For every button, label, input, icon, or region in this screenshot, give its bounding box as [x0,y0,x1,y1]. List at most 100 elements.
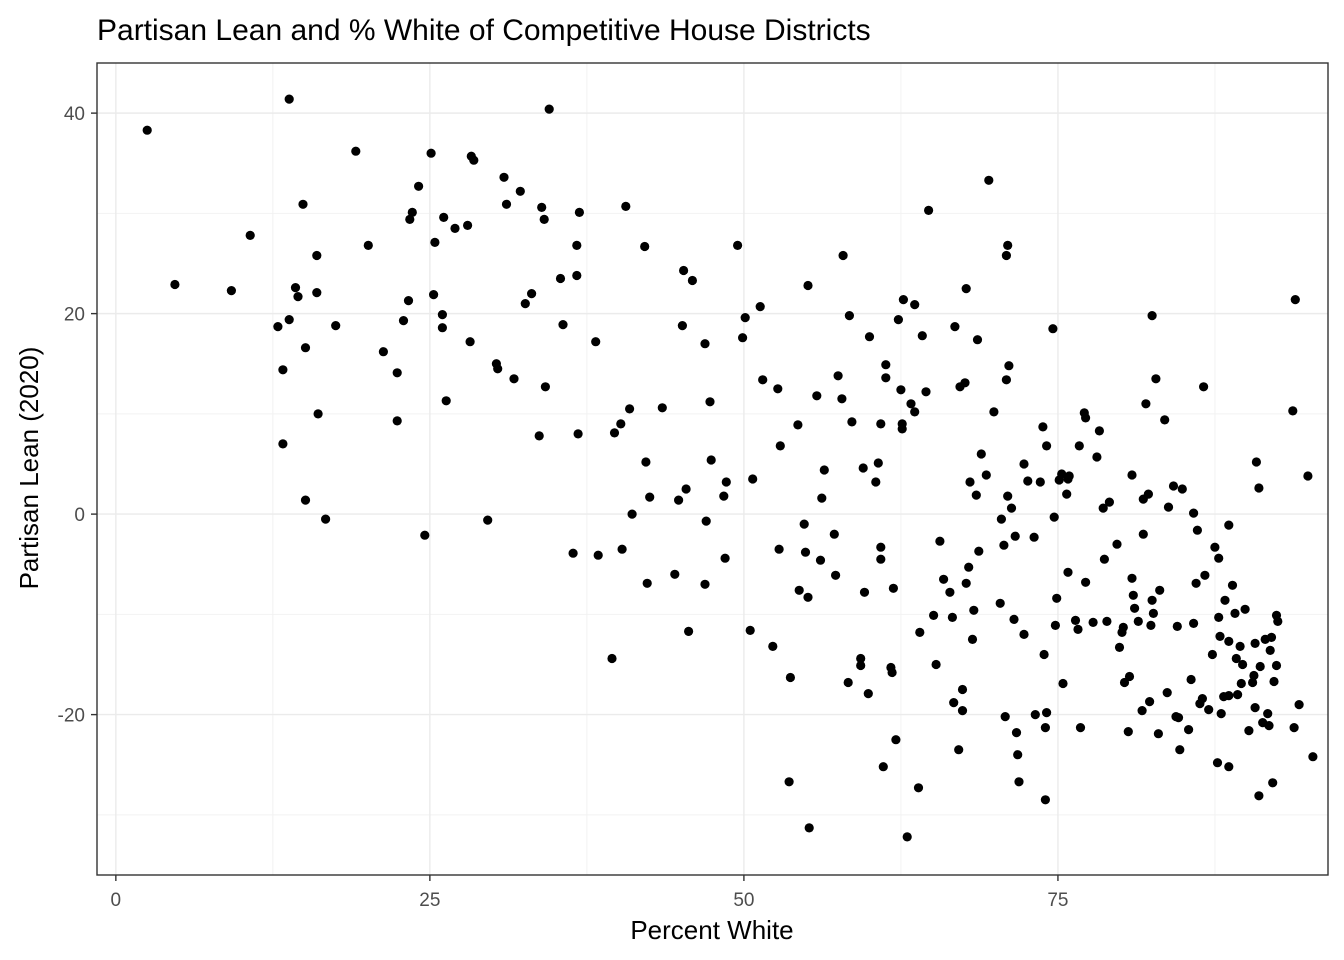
data-point [775,441,785,451]
data-point [539,214,549,224]
data-point [1042,441,1052,451]
data-point [1236,678,1246,689]
data-point [1019,629,1029,640]
data-point [1023,476,1033,486]
data-point [1088,617,1098,628]
data-point [1138,529,1148,539]
data-point [700,579,710,589]
data-point [1035,477,1045,487]
data-point [1147,311,1157,321]
data-point [1038,422,1048,432]
data-point [278,439,288,449]
data-point [921,387,931,397]
data-point [794,585,804,595]
data-point [1216,709,1226,719]
data-point [721,477,731,487]
data-point [803,592,813,602]
data-point [483,515,493,525]
data-point [910,407,920,417]
chart-title: Partisan Lean and % White of Competitive… [97,14,871,47]
data-point [640,241,650,252]
data-point [1244,726,1254,736]
data-point [363,240,373,250]
data-point [430,237,440,247]
data-point [657,403,667,413]
data-point [1184,725,1194,735]
data-point [847,417,857,427]
data-point [748,474,758,484]
data-point [755,302,765,312]
data-point [1146,620,1156,631]
data-point [284,315,294,325]
data-point [774,544,784,554]
data-point [995,598,1005,608]
data-point [687,275,698,286]
data-point [641,457,651,467]
data-point [924,205,934,215]
data-point [426,148,436,158]
data-point [245,230,255,240]
data-point [670,569,680,579]
data-point [888,583,899,593]
data-point [1265,645,1275,656]
data-point [972,335,983,345]
data-point [1266,632,1277,643]
data-point [1212,758,1223,768]
data-point [621,201,631,211]
data-point [945,587,955,597]
data-point [1251,457,1261,467]
data-point [705,397,715,407]
data-point [392,368,402,378]
data-point [881,373,891,383]
data-point [1269,676,1279,687]
data-point [609,428,620,438]
data-point [773,384,783,394]
data-point [1289,723,1299,733]
data-point [1155,585,1165,595]
data-point [313,409,323,419]
data-point [949,698,959,708]
data-point [1081,413,1091,423]
data-point [1057,469,1067,479]
data-point [555,273,566,284]
data-point [838,250,848,261]
data-point [785,672,796,683]
data-point [856,660,866,671]
x-tick-label: 50 [733,890,754,911]
data-point [607,653,617,664]
data-point [976,449,986,459]
data-point [1308,752,1318,762]
data-point [1162,688,1172,698]
data-point [1192,525,1202,535]
data-point [1058,678,1068,689]
data-point [1233,690,1243,700]
data-point [1019,459,1029,469]
data-point [1124,671,1135,682]
data-point [1102,616,1112,627]
data-point [398,316,409,326]
data-point [1235,641,1245,652]
data-point [913,783,924,793]
data-point [961,284,971,294]
data-point [793,420,803,430]
x-tick-label: 25 [419,890,440,911]
data-point [1074,441,1084,451]
data-point [935,536,945,546]
data-point [859,587,870,597]
data-point [170,279,180,290]
data-point [1177,484,1187,494]
data-point [593,550,603,560]
data-point [878,762,888,772]
data-point [558,320,568,330]
data-point [501,199,512,209]
data-point [733,240,743,250]
data-point [1114,642,1125,653]
data-point [1230,608,1240,619]
data-point [1224,636,1234,647]
data-point [799,519,809,529]
data-point [300,495,311,505]
data-point [1042,708,1052,718]
data-point [284,94,294,104]
data-point [312,250,322,261]
